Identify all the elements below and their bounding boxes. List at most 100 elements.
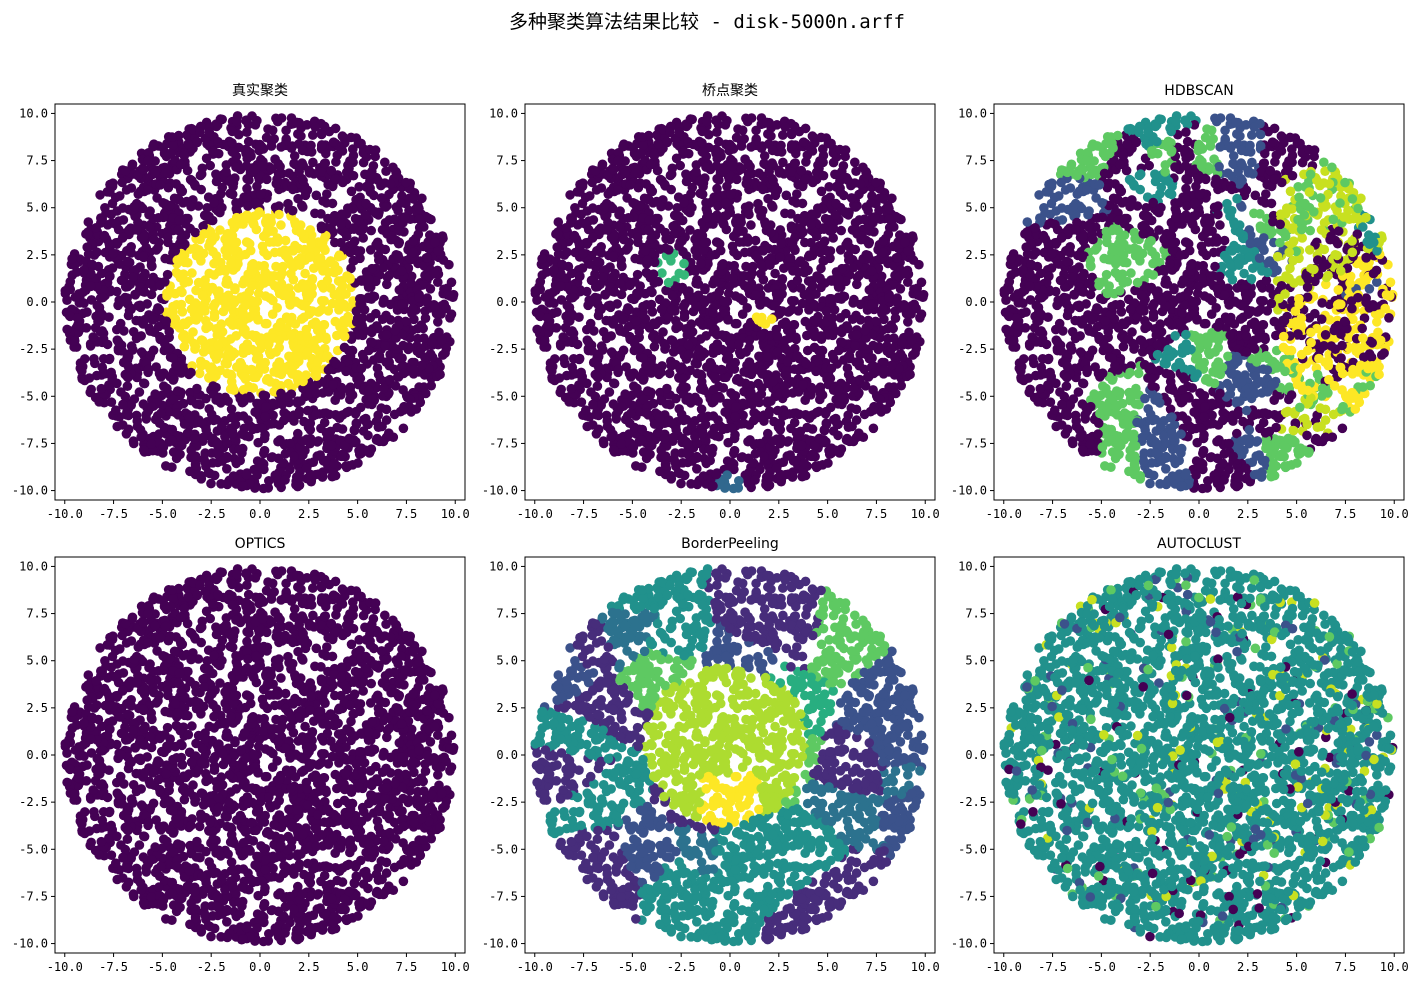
scatter-point	[555, 387, 565, 398]
scatter-point	[587, 177, 597, 188]
scatter-point	[156, 408, 166, 419]
scatter-point	[781, 371, 792, 382]
scatter-point	[153, 321, 164, 332]
scatter-point	[408, 194, 419, 204]
scatter-point	[150, 156, 160, 166]
scatter-point	[854, 270, 864, 281]
scatter-point	[559, 354, 569, 364]
scatter-point	[401, 177, 411, 188]
scatter-point	[116, 297, 127, 307]
scatter-point	[271, 113, 281, 124]
scatter-point	[615, 278, 625, 289]
scatter-point	[336, 219, 347, 230]
scatter-point	[95, 190, 105, 200]
scatter-point	[630, 168, 641, 179]
scatter-point	[692, 479, 703, 490]
scatter-point	[730, 411, 740, 422]
x-tick-label: -7.5	[99, 507, 128, 521]
scatter-point	[337, 131, 348, 141]
scatter-point	[209, 270, 220, 280]
scatter-point	[397, 299, 407, 310]
scatter-point	[241, 115, 251, 126]
scatter-point	[367, 327, 377, 338]
scatter-point	[211, 121, 222, 132]
scatter-point	[316, 423, 326, 434]
scatter-point	[208, 381, 218, 391]
scatter-point	[186, 445, 196, 456]
scatter-point	[367, 393, 377, 403]
scatter-point	[186, 304, 197, 315]
scatter-point	[206, 478, 216, 489]
scatter-point	[98, 292, 108, 303]
scatter-point	[375, 353, 385, 364]
scatter-point	[323, 387, 334, 397]
scatter-point	[768, 202, 778, 212]
scatter-point	[231, 162, 241, 172]
scatter-point	[846, 403, 857, 413]
scatter-point	[445, 313, 455, 323]
scatter-point	[204, 211, 214, 222]
scatter-point	[306, 140, 316, 151]
scatter-point	[574, 353, 585, 364]
scatter-point	[286, 143, 297, 153]
scatter-point	[144, 209, 154, 220]
scatter-point	[310, 122, 321, 132]
scatter-point	[223, 396, 233, 407]
scatter-point	[915, 291, 925, 301]
scatter-point	[327, 181, 338, 192]
scatter-point	[331, 157, 341, 167]
scatter-point	[302, 347, 313, 357]
scatter-point	[305, 252, 315, 262]
scatter-point	[800, 174, 811, 184]
scatter-point	[133, 189, 144, 199]
scatter-point	[356, 138, 366, 149]
scatter-point	[200, 457, 210, 467]
scatter-point	[620, 389, 630, 399]
scatter-point	[258, 273, 268, 284]
scatter-point	[132, 416, 142, 426]
scatter-point	[238, 308, 248, 318]
scatter-point	[320, 233, 330, 243]
scatter-point	[169, 193, 180, 204]
scatter-point	[118, 203, 128, 213]
scatter-point	[748, 362, 759, 373]
scatter-point	[276, 388, 286, 399]
scatter-point	[903, 246, 913, 256]
scatter-point	[753, 198, 763, 209]
scatter-point	[154, 304, 165, 315]
scatter-point	[93, 316, 103, 327]
scatter-point	[186, 201, 196, 212]
scatter-point	[186, 367, 196, 378]
scatter-point	[870, 316, 881, 327]
scatter-point	[666, 255, 676, 266]
scatter-point	[292, 117, 302, 128]
scatter-point	[378, 383, 389, 394]
scatter-point	[196, 255, 206, 266]
scatter-point	[867, 191, 877, 201]
scatter-point	[660, 460, 671, 471]
scatter-point	[736, 164, 747, 174]
scatter-point	[196, 471, 206, 481]
scatter-point	[216, 319, 227, 329]
scatter-point	[99, 230, 110, 241]
scatter-point	[213, 349, 224, 360]
scatter-point	[376, 193, 387, 203]
scatter-point	[808, 177, 818, 188]
scatter-point	[270, 247, 280, 258]
scatter-point	[182, 165, 193, 176]
x-tick-label: -2.5	[197, 507, 226, 521]
scatter-point	[97, 268, 107, 279]
scatter-point	[557, 259, 567, 270]
scatter-point	[112, 378, 122, 389]
scatter-point	[332, 422, 342, 433]
scatter-point	[797, 181, 808, 192]
scatter-point	[346, 132, 356, 143]
scatter-point	[884, 203, 894, 214]
scatter-point	[785, 450, 795, 460]
scatter-point	[824, 329, 834, 339]
scatter-point	[286, 330, 297, 341]
scatter-point	[241, 300, 251, 311]
scatter-point	[734, 237, 745, 247]
scatter-point	[129, 201, 140, 212]
scatter-point	[176, 159, 186, 170]
